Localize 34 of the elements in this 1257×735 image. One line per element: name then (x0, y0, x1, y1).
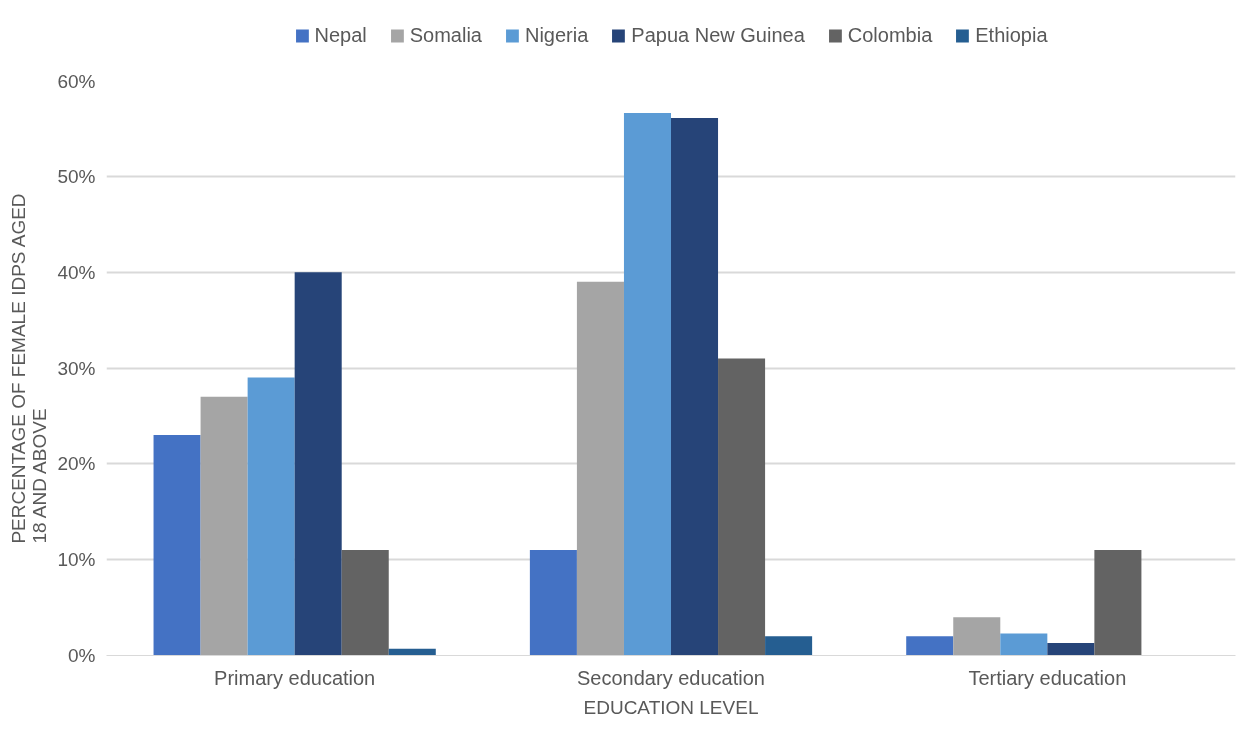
bar (341, 550, 389, 656)
bar (671, 117, 719, 656)
legend-label: Somalia (409, 23, 482, 47)
bar (1047, 643, 1095, 656)
y-tick-label: 30% (57, 357, 96, 379)
bar (294, 272, 342, 656)
y-tick-label: 0% (68, 645, 96, 666)
legend-label: Colombia (847, 23, 933, 47)
bar (906, 636, 954, 656)
bar (200, 396, 248, 656)
y-tick-label: 50% (57, 165, 96, 187)
bar (153, 435, 201, 656)
bar (1000, 633, 1048, 656)
bar (623, 113, 671, 656)
bar (953, 617, 1001, 656)
x-tick-label: Tertiary education (968, 666, 1127, 689)
bar (576, 281, 624, 656)
legend-label: Ethiopia (975, 23, 1048, 47)
x-tick-label: Secondary education (577, 666, 765, 689)
y-tick-label: 10% (57, 549, 96, 571)
x-tick-label: Primary education (214, 666, 376, 689)
legend-label: Papua New Guinea (631, 23, 805, 47)
y-tick-label: 40% (57, 261, 96, 283)
y-axis-title: PERCENTAGE OF FEMALE IDPS AGED 18 AND ABOVE (7, 193, 50, 544)
x-axis-title: EDUCATION LEVEL (583, 696, 759, 718)
legend-label: Nepal (314, 23, 367, 47)
bar (765, 636, 813, 656)
y-tick-label: 20% (57, 453, 96, 475)
bar (1094, 550, 1142, 656)
bar (247, 377, 295, 656)
bar (718, 358, 766, 656)
y-tick-label: 60% (57, 70, 96, 92)
legend-label: Nigeria (524, 23, 589, 47)
bar (529, 550, 577, 656)
